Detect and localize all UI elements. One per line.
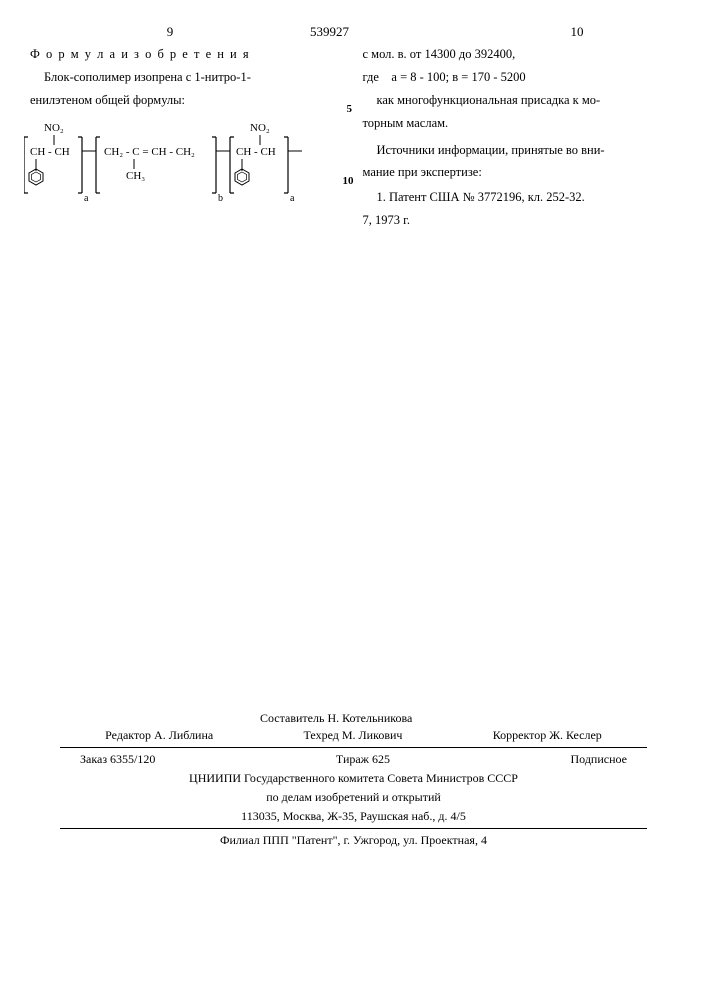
footer-techred: Техред М. Ликович xyxy=(304,728,403,743)
formula-no2-a: NO₂ xyxy=(44,122,64,134)
footer-order: Заказ 6355/120 xyxy=(80,752,155,767)
right-p5: Источники информации, принятые во вни- xyxy=(363,142,678,159)
header-line: 9 539927 10 xyxy=(30,24,677,40)
footer-row-order: Заказ 6355/120 Тираж 625 Подписное xyxy=(60,750,647,769)
footer-branch: Филиал ППП "Патент", г. Ужгород, ул. Про… xyxy=(60,831,647,850)
formula-chch-a: CH - CH xyxy=(30,146,70,158)
footer-editor: Редактор А. Либлина xyxy=(105,728,213,743)
right-column: 5 10 с мол. в. от 14300 до 392400, где a… xyxy=(363,46,678,235)
right-p7: 1. Патент США № 3772196, кл. 252-32. xyxy=(363,189,678,206)
right-p2a: где xyxy=(363,70,379,84)
formula-sub-a: a xyxy=(84,193,89,204)
footer-rule-1 xyxy=(60,747,647,748)
right-p8: 7, 1973 г. xyxy=(363,212,678,229)
right-p2b: a = 8 - 100; в = 170 - 5200 xyxy=(391,70,525,84)
formula-heading: Ф о р м у л а и з о б р е т е н и я xyxy=(30,46,345,63)
line-marker-5: 5 xyxy=(347,102,353,117)
footer-composer: Составитель Н. Котельникова xyxy=(150,711,647,726)
footer-corrector: Корректор Ж. Кеслер xyxy=(493,728,602,743)
footer-podpis: Подписное xyxy=(571,752,628,767)
footer-org2: по делам изобретений и открытий xyxy=(60,788,647,807)
right-p4: торным маслам. xyxy=(363,115,678,132)
left-col-number: 9 xyxy=(30,24,310,40)
right-p2: где a = 8 - 100; в = 170 - 5200 xyxy=(363,69,678,86)
right-p1: с мол. в. от 14300 до 392400, xyxy=(363,46,678,63)
document-number: 539927 xyxy=(310,24,477,40)
formula-ch3: CH₃ xyxy=(126,170,145,182)
right-col-number: 10 xyxy=(477,24,677,40)
left-p1: Блок-сополимер изопрена с 1-нитро-1- xyxy=(30,69,345,86)
footer-block: Составитель Н. Котельникова Редактор А. … xyxy=(60,711,647,850)
chemical-formula: NO₂ CH - CH a xyxy=(30,117,345,209)
left-column: Ф о р м у л а и з о б р е т е н и я Блок… xyxy=(30,46,345,235)
page: 9 539927 10 Ф о р м у л а и з о б р е т … xyxy=(0,0,707,235)
footer-addr: 113035, Москва, Ж-35, Раушская наб., д. … xyxy=(60,807,647,826)
right-p6: мание при экспертизе: xyxy=(363,164,678,181)
formula-sub-a2: a xyxy=(290,193,295,204)
formula-sub-b: b xyxy=(218,193,223,204)
footer-tirazh: Тираж 625 xyxy=(336,752,390,767)
line-marker-10: 10 xyxy=(343,174,354,189)
right-p3: как многофункциональная присадка к мо- xyxy=(363,92,678,109)
formula-mid: CH₂ - C = CH - CH₂ xyxy=(104,146,195,158)
left-p2: енилэтеном общей формулы: xyxy=(30,92,345,109)
two-column-body: Ф о р м у л а и з о б р е т е н и я Блок… xyxy=(30,46,677,235)
footer-row-credits: Редактор А. Либлина Техред М. Ликович Ко… xyxy=(60,726,647,745)
footer-rule-2 xyxy=(60,828,647,829)
formula-no2-b: NO₂ xyxy=(250,122,270,134)
formula-chch-b: CH - CH xyxy=(236,146,276,158)
footer-org1: ЦНИИПИ Государственного комитета Совета … xyxy=(60,769,647,788)
